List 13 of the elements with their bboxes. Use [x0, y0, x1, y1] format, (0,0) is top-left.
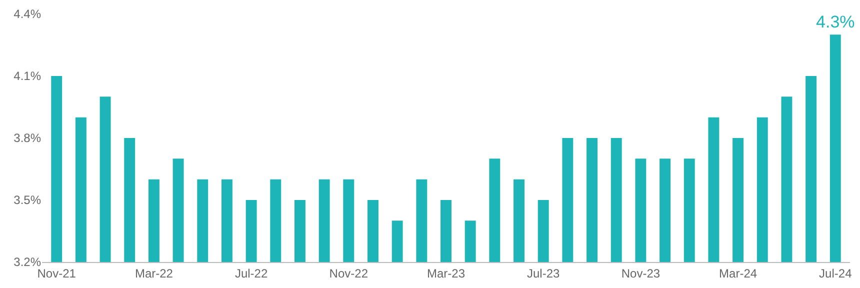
- data-label: 4.3%: [816, 12, 855, 32]
- y-tick-label: 3.5%: [14, 193, 42, 208]
- x-tick-label: Mar-23: [426, 266, 466, 280]
- x-tick-label: Mar-22: [134, 266, 174, 280]
- x-tick-label: Mar-24: [719, 266, 758, 280]
- y-tick-label: 4.4%: [14, 7, 42, 22]
- y-tick-label: 3.8%: [14, 131, 42, 146]
- y-tick-label: 4.1%: [14, 69, 42, 84]
- x-tick-label: Jul-22: [234, 266, 268, 280]
- x-tick-label: Jul-24: [819, 266, 852, 280]
- x-tick-label: Jul-23: [527, 266, 560, 280]
- x-tick-label: Nov-22: [329, 266, 368, 280]
- x-tick-label: Nov-23: [621, 266, 660, 280]
